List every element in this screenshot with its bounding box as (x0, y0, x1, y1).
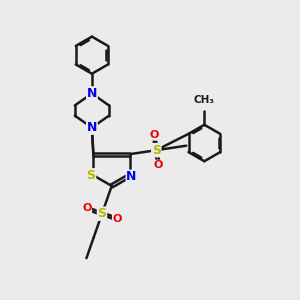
Text: CH₃: CH₃ (194, 95, 215, 105)
Text: N: N (87, 121, 97, 134)
Text: O: O (149, 130, 159, 140)
Text: N: N (126, 170, 137, 183)
Text: S: S (86, 169, 95, 182)
Text: S: S (152, 144, 161, 157)
Text: S: S (98, 207, 106, 220)
Text: O: O (154, 160, 163, 170)
Text: O: O (82, 203, 92, 213)
Text: O: O (112, 214, 122, 224)
Text: N: N (87, 87, 97, 100)
